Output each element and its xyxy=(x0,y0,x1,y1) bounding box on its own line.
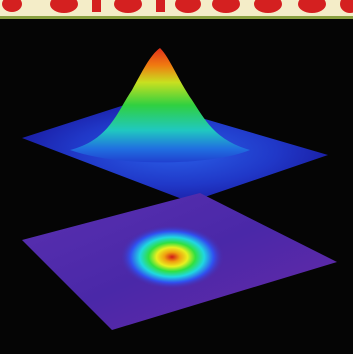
projection-spot xyxy=(120,225,224,289)
surface-peak xyxy=(70,48,250,163)
cropped-lettering xyxy=(2,0,353,13)
header-border xyxy=(0,16,353,19)
